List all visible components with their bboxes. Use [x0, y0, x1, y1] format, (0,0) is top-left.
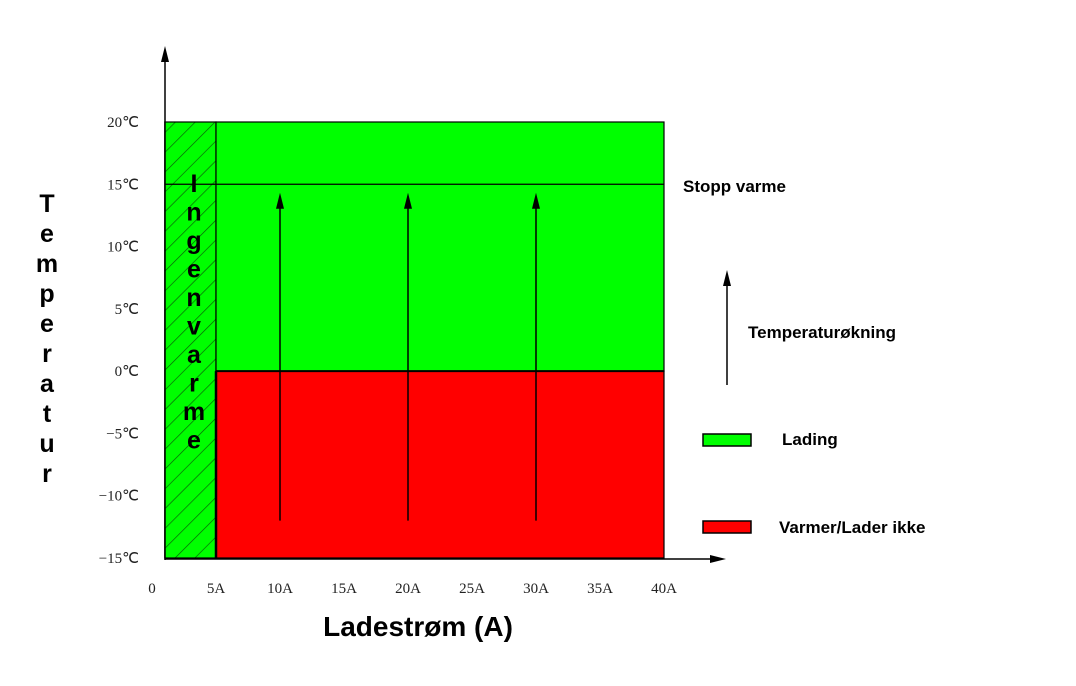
y-axis-arrow [161, 46, 169, 62]
x-tick-label: 0 [148, 581, 156, 597]
temperature-rise-label: Temperaturøkning [748, 323, 896, 342]
legend: Lading Varmer/Lader ikke [702, 430, 925, 537]
legend-label-heating: Varmer/Lader ikke [779, 518, 925, 537]
y-tick-label: −5℃ [106, 426, 139, 442]
rise-arrow-head-3 [532, 192, 540, 209]
x-tick-label: 30A [523, 581, 549, 597]
rise-arrow-head-2 [404, 192, 412, 209]
y-tick-label: 10℃ [107, 240, 139, 256]
x-axis-label: Ladestrøm (A) [323, 611, 513, 642]
y-tick-labels: −15℃ −10℃ −5℃ 0℃ 5℃ 10℃ 15℃ 20℃ [99, 115, 139, 567]
axes [161, 46, 726, 563]
legend-swatch-charging [702, 433, 752, 447]
y-tick-label: −15℃ [99, 551, 139, 567]
x-tick-label: 5A [207, 581, 226, 597]
temperature-rise-indicator: Temperaturøkning [723, 270, 896, 385]
rise-arrow-head-1 [276, 192, 284, 209]
y-tick-label: 0℃ [115, 364, 139, 380]
x-tick-label: 40A [651, 581, 677, 597]
legend-swatch-heating [702, 520, 752, 534]
x-tick-label: 20A [395, 581, 421, 597]
x-tick-labels: 0 5A 10A 15A 20A 25A 30A 35A 40A [148, 581, 677, 597]
x-tick-label: 35A [587, 581, 613, 597]
temperature-rise-arrow-head [723, 270, 731, 286]
legend-label-charging: Lading [782, 430, 838, 449]
regions [164, 121, 665, 559]
region-charging [215, 121, 665, 372]
x-axis-arrow [710, 555, 726, 563]
region-no-heat [164, 121, 217, 559]
y-tick-label: 15℃ [107, 177, 139, 193]
y-tick-label: 5℃ [115, 302, 139, 318]
y-tick-label: −10℃ [99, 489, 139, 505]
x-tick-label: 10A [267, 581, 293, 597]
x-tick-label: 25A [459, 581, 485, 597]
x-tick-label: 15A [331, 581, 357, 597]
stop-line-label: Stopp varme [683, 177, 786, 196]
y-tick-label: 20℃ [107, 115, 139, 131]
arrows [276, 192, 540, 521]
region-heating [215, 370, 665, 559]
